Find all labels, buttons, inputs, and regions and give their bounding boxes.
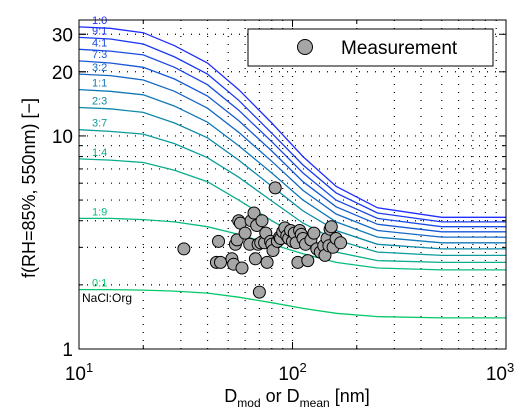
x-tick-label: 103 (486, 360, 514, 385)
x-tick-label: 101 (65, 360, 93, 385)
series-ratio-label: 3:2 (92, 62, 107, 74)
series-line-2-3 (78, 106, 506, 250)
axis-ticks: 101 102 103 1 10 20 30 (52, 20, 514, 385)
series-line-3-7 (78, 129, 506, 257)
y-axis-label: f(RH=85%, 550nm) [−] (19, 98, 39, 278)
measurement-point (247, 206, 261, 220)
measurement-point (260, 255, 274, 269)
ratio-annotation: NaCl:Org (82, 291, 132, 305)
measurement-points (177, 181, 348, 299)
measurement-point (212, 234, 225, 248)
series-ratio-label: 1:1 (92, 78, 107, 90)
measurement-point (177, 242, 191, 256)
x-tick-label: 102 (278, 360, 306, 385)
series-line-3-2 (78, 73, 506, 238)
series-line-4-1 (78, 48, 506, 228)
x-axis-label: Dmod or Dmean [nm] (224, 386, 369, 410)
y-tick-label: 20 (52, 63, 73, 84)
measurement-point (307, 226, 321, 240)
series-ratio-label: 9:1 (92, 25, 107, 37)
measurement-point (255, 214, 269, 228)
measurement-point (214, 255, 227, 269)
series-ratio-label: 7:3 (92, 49, 107, 61)
y-tick-label: 30 (52, 25, 73, 46)
measurement-point (268, 181, 282, 195)
series-line-1-1 (78, 88, 506, 244)
legend-label: Measurement (341, 38, 458, 59)
measurement-point (252, 285, 266, 299)
series-ratio-label: 4:1 (92, 37, 107, 49)
series-line-7-3 (78, 60, 506, 233)
measurement-point (324, 220, 338, 234)
measurement-point (301, 254, 315, 268)
series-line-9-1 (78, 36, 506, 223)
legend-box (247, 28, 494, 67)
measurement-point (238, 226, 252, 240)
ratio-labels: 1:09:14:17:33:2 1:1 2:3 3:7 1:4 1:9 0:1 (92, 15, 107, 290)
series-ratio-label: 1:4 (92, 147, 107, 159)
measurement-point (235, 261, 249, 275)
measurement-point (248, 252, 262, 266)
y-tick-label: 10 (52, 127, 73, 148)
measurement-point (334, 236, 348, 250)
series-line-1-0 (78, 26, 506, 218)
series-ratio-label: 2:3 (92, 95, 107, 107)
y-tick-label: 1 (62, 340, 73, 361)
series-line-0-1 (79, 288, 506, 319)
series-ratio-label: 3:7 (92, 118, 107, 130)
legend: Measurement (247, 28, 494, 67)
series-ratio-label: 1:9 (92, 206, 107, 218)
legend-marker (297, 39, 313, 55)
series-ratio-label: 1:0 (92, 15, 107, 27)
series-ratio-label: 0:1 (92, 278, 107, 290)
